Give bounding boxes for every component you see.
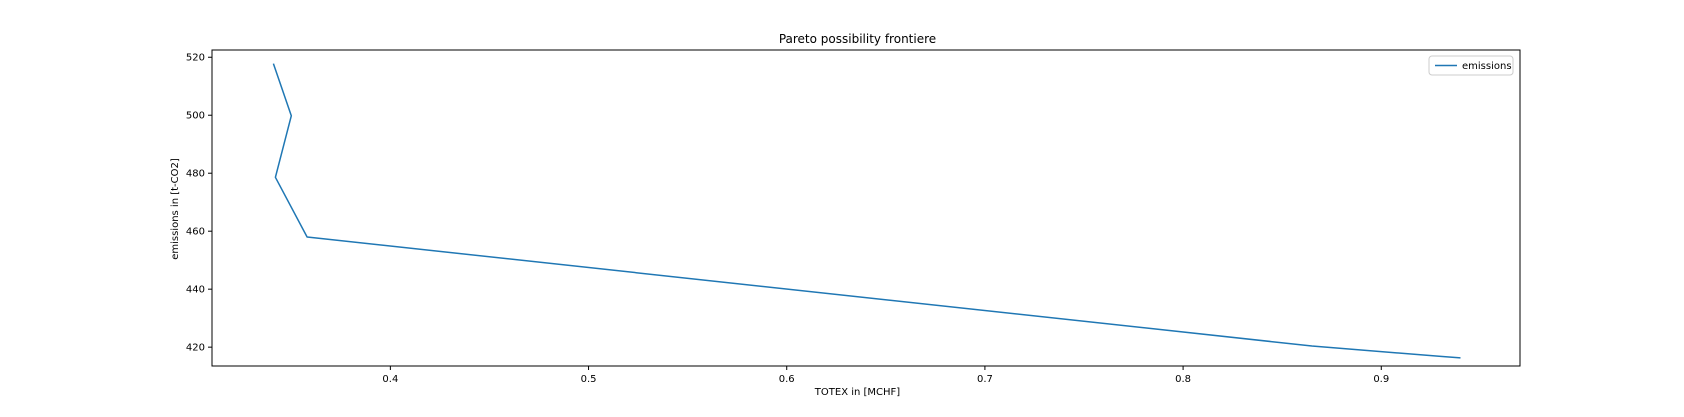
x-tick-label: 0.6 [779,374,795,385]
x-axis: 0.4 0.5 0.6 0.7 0.8 0.9 [382,366,1389,385]
x-tick-label: 0.9 [1373,374,1389,385]
legend-entry: emissions [1462,61,1512,72]
x-axis-label: TOTEX in [MCHF] [814,387,901,398]
legend: emissions [1428,55,1514,76]
y-tick-label: 460 [186,227,205,238]
plot-background [212,50,1520,366]
y-tick-label: 440 [186,285,205,296]
x-tick-label: 0.5 [581,374,597,385]
y-axis-label: emissions in [t-CO2] [170,158,181,260]
y-tick-label: 480 [186,169,205,180]
chart-title: Pareto possibility frontiere [779,32,936,46]
y-tick-label: 520 [186,53,205,64]
legend-box [1428,55,1514,76]
x-tick-label: 0.7 [977,374,993,385]
series-line-0 [272,63,1461,359]
plot-area [211,49,1521,367]
y-tick-label: 500 [186,111,205,122]
x-tick-label: 0.8 [1175,374,1191,385]
y-tick-label: 420 [186,343,205,354]
x-tick-label: 0.4 [382,374,398,385]
axes-frame [211,49,1521,367]
y-axis: 420 440 460 480 500 520 [186,53,212,354]
